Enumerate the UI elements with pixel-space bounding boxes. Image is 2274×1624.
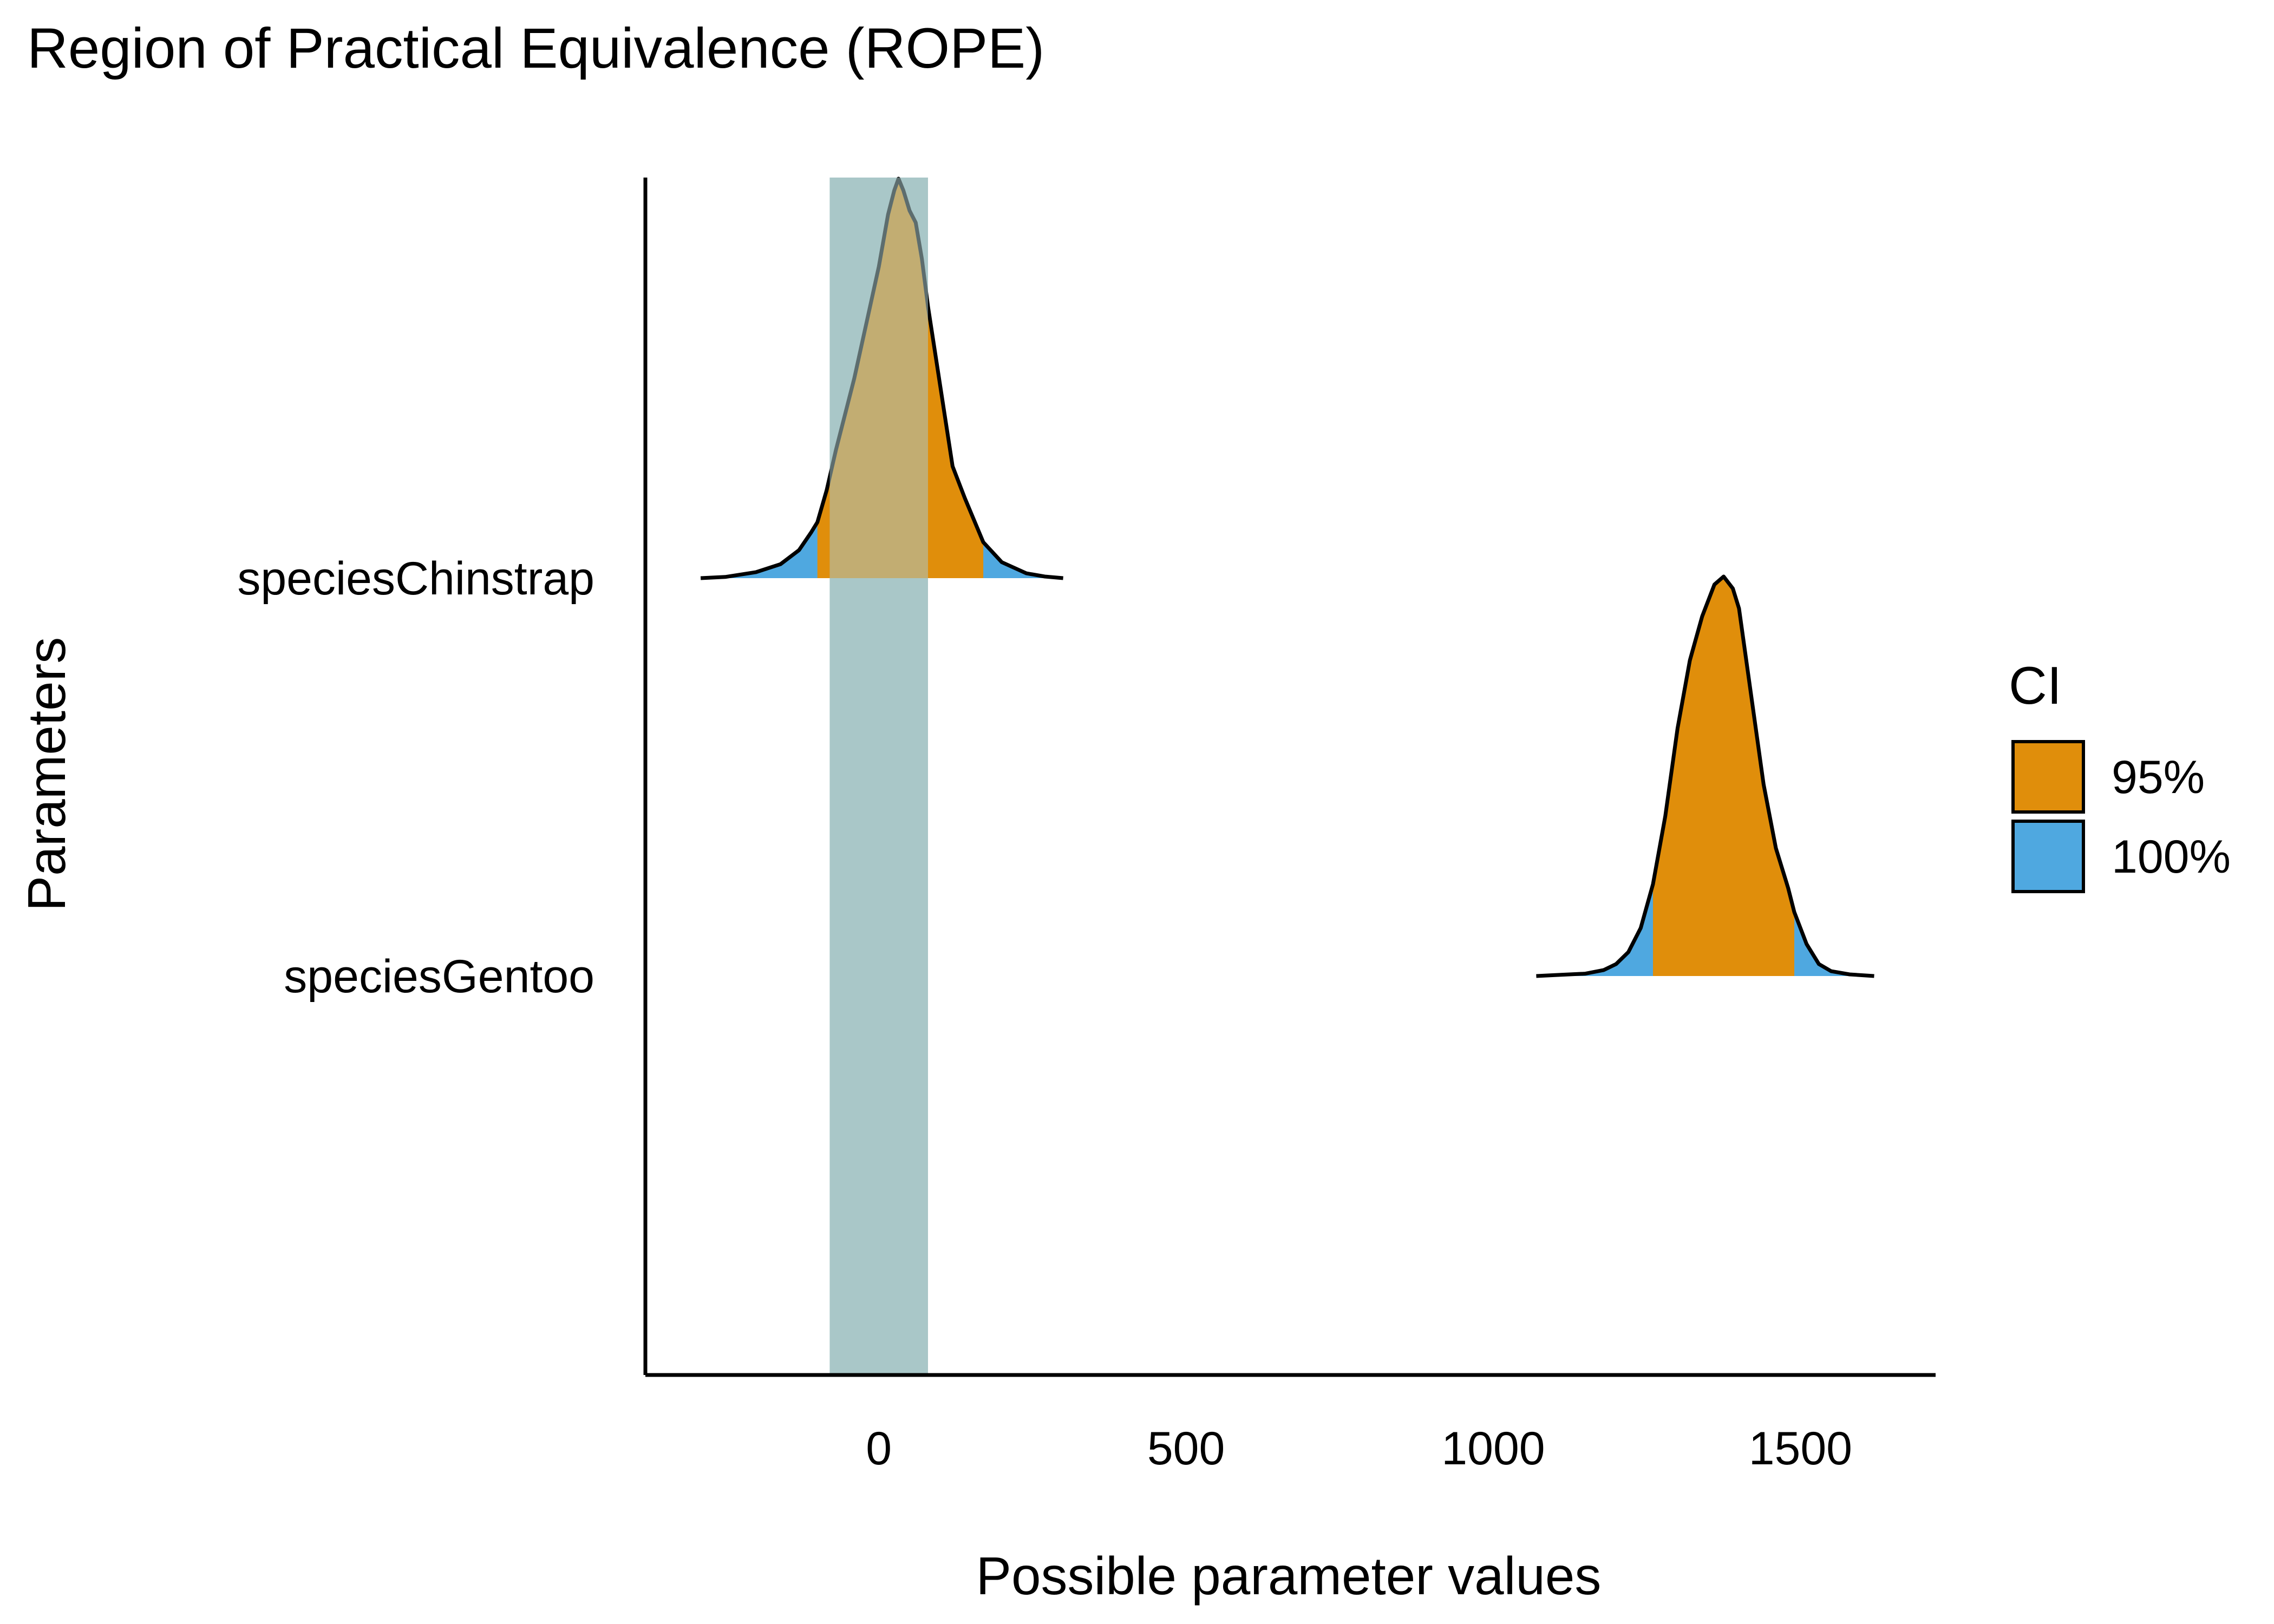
legend-title: CI	[2009, 656, 2062, 715]
x-tick-label: 500	[1147, 1423, 1225, 1475]
y-tick-label: speciesGentoo	[284, 951, 594, 1003]
density-speciesGentoo	[1536, 574, 1874, 978]
x-tick-labels: 0 500 1000 1500	[866, 1423, 1852, 1475]
x-axis-title: Possible parameter values	[976, 1546, 1602, 1606]
x-tick-label: 0	[866, 1423, 892, 1475]
rope-overlay	[829, 178, 928, 1375]
density-outline	[1536, 574, 1874, 978]
x-tick-label: 1500	[1749, 1423, 1852, 1475]
density-layer	[700, 176, 1874, 1375]
y-axis-title: Parameters	[17, 637, 76, 912]
axes	[643, 178, 1936, 1377]
y-tick-label: speciesChinstrap	[237, 553, 594, 605]
y-tick-labels: speciesChinstrap speciesGentoo	[237, 553, 594, 1003]
chart-title: Region of Practical Equivalence (ROPE)	[27, 17, 1044, 80]
x-tick-label: 1000	[1441, 1423, 1545, 1475]
legend-label: 95%	[2112, 751, 2205, 803]
legend-label: 100%	[2112, 831, 2231, 883]
legend-swatch	[2011, 740, 2085, 814]
legend: CI 95% 100%	[2009, 656, 2231, 893]
legend-swatch	[2011, 820, 2085, 893]
ci95-area	[1653, 577, 1794, 976]
